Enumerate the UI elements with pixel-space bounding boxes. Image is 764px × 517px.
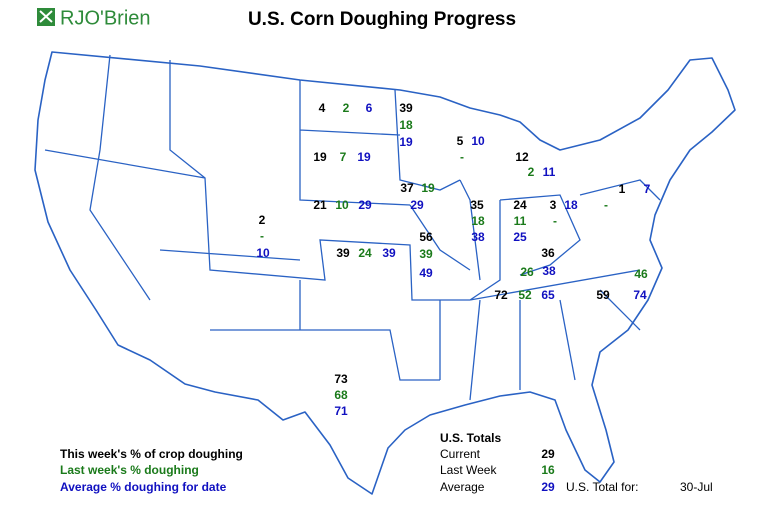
- average-value: 19: [399, 135, 413, 149]
- average-value: 19: [357, 150, 371, 164]
- totals-label: Last Week: [440, 463, 497, 477]
- average-value: 39: [382, 246, 396, 260]
- date: 30-Jul: [680, 480, 713, 494]
- current-value: 59: [596, 288, 610, 302]
- last-week-value: 19: [421, 181, 435, 195]
- last-week-value: 7: [340, 150, 347, 164]
- totals-value: 29: [541, 480, 555, 494]
- totals-heading: U.S. Totals: [440, 431, 501, 445]
- last-week-value: 68: [334, 388, 348, 402]
- logo: RJO'Brien: [60, 7, 151, 29]
- current-value: 5: [457, 134, 464, 148]
- last-week-value: -: [604, 198, 608, 212]
- last-week-value: 10: [335, 198, 349, 212]
- totals-label: Current: [440, 447, 481, 461]
- average-value: 29: [410, 198, 424, 212]
- legend-average: Average % doughing for date: [60, 480, 227, 494]
- average-value: 6: [366, 101, 373, 115]
- last-week-value: 18: [399, 118, 413, 132]
- current-value: 56: [419, 230, 433, 244]
- average-value: 71: [334, 404, 348, 418]
- average-value: 7: [644, 182, 651, 196]
- current-value: 3: [550, 198, 557, 212]
- logo-mark-detail: [39, 10, 53, 23]
- current-value: 37: [400, 181, 414, 195]
- last-week-value: 26: [520, 265, 534, 279]
- current-value: 72: [494, 288, 508, 302]
- average-value: 25: [513, 230, 527, 244]
- last-week-value: 24: [358, 246, 372, 260]
- average-value: 18: [564, 198, 578, 212]
- last-week-value: 18: [471, 214, 485, 228]
- us-map: [34, 51, 736, 495]
- last-week-value: 39: [419, 247, 433, 261]
- us-outline: [34, 51, 736, 495]
- current-value: 4: [319, 101, 326, 115]
- title: U.S. Corn Doughing Progress: [248, 9, 516, 30]
- last-week-value: 11: [514, 214, 527, 228]
- totals-value: 16: [541, 463, 555, 477]
- average-value: 49: [419, 266, 433, 280]
- legend-current: This week's % of crop doughing: [60, 447, 243, 461]
- last-week-value: 52: [518, 288, 532, 302]
- average-value: 11: [543, 165, 556, 179]
- last-week-value: -: [460, 150, 464, 164]
- current-value: 2: [259, 213, 266, 227]
- average-value: 10: [256, 246, 270, 260]
- legend-last: Last week's % doughing: [60, 463, 199, 477]
- current-value: 39: [336, 246, 350, 260]
- totals-value: 29: [541, 447, 555, 461]
- average-value: 65: [541, 288, 555, 302]
- average-value: 10: [471, 134, 485, 148]
- current-value: 36: [541, 246, 555, 260]
- average-value: 74: [633, 288, 647, 302]
- average-value: 38: [542, 264, 556, 278]
- current-value: 12: [515, 150, 529, 164]
- current-value: 39: [399, 101, 413, 115]
- current-value: 21: [313, 198, 327, 212]
- last-week-value: 2: [343, 101, 350, 115]
- totals-label: Average: [440, 480, 485, 494]
- current-value: 73: [334, 372, 348, 386]
- last-week-value: -: [553, 214, 557, 228]
- date-label: U.S. Total for:: [566, 480, 638, 494]
- state-borders: [44, 54, 661, 401]
- last-week-value: -: [260, 229, 264, 243]
- last-week-value: 46: [634, 267, 648, 281]
- average-value: 29: [358, 198, 372, 212]
- current-value: 1: [619, 182, 626, 196]
- current-value: 19: [313, 150, 327, 164]
- current-value: 24: [513, 198, 527, 212]
- average-value: 38: [471, 230, 485, 244]
- current-value: 35: [470, 198, 484, 212]
- last-week-value: 2: [528, 165, 535, 179]
